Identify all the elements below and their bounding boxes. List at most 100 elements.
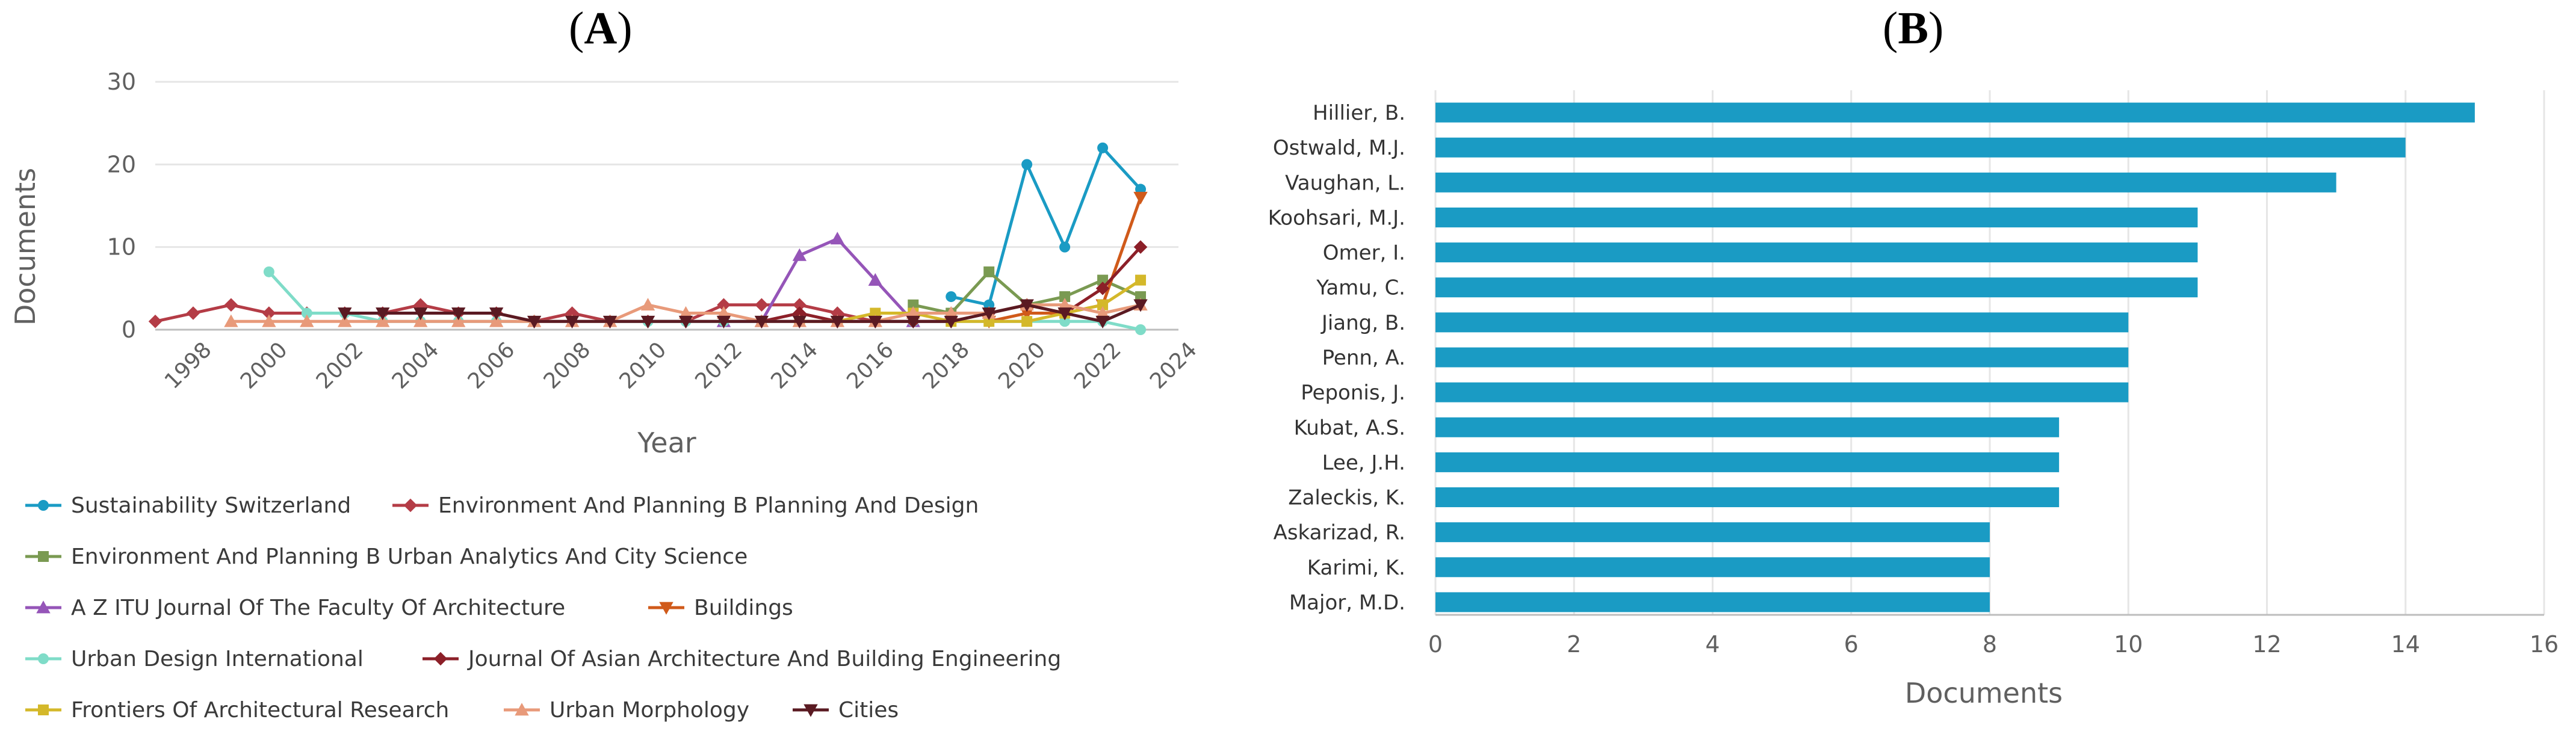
bar-chart-x-tick-label: 2 <box>1567 631 1581 658</box>
legend-swatch-marker <box>433 652 448 666</box>
data-point <box>262 314 276 327</box>
bar-chart-x-tick-labels: 0 2 4 6 8 10 12 14 16 <box>1428 631 2559 658</box>
bar-category-label: Lee, J.H. <box>1322 451 1405 475</box>
data-point <box>1059 241 1071 253</box>
data-point <box>301 307 312 319</box>
data-point <box>906 306 920 319</box>
bar-chart-x-tick-label: 8 <box>1983 631 1997 658</box>
panel-b-label: (B) <box>1883 1 1943 55</box>
data-point <box>754 315 769 328</box>
data-point <box>186 306 200 320</box>
line-chart-x-tick-label: 2002 <box>312 338 368 394</box>
line-chart-series <box>148 142 1148 335</box>
panel-a-label-letter: A <box>584 3 618 54</box>
line-chart-gridlines <box>155 81 1178 331</box>
legend-entry-urban-design-international[interactable]: Urban Design International <box>24 641 364 677</box>
legend-label: Journal Of Asian Architecture And Buildi… <box>468 646 1062 671</box>
legend-entry-buildings[interactable]: Buildings <box>647 590 793 626</box>
data-point <box>148 315 163 328</box>
legend-entry-journal-of-asian-architecture-and-building-engineering[interactable]: Journal Of Asian Architecture And Buildi… <box>421 641 1061 677</box>
bar-category-label: Jiang, B. <box>1321 311 1405 335</box>
line-chart-x-tick-label: 2014 <box>766 338 823 394</box>
legend-label: Environment And Planning B Planning And … <box>438 493 979 518</box>
bar-category-label: Penn, A. <box>1322 346 1405 370</box>
data-point <box>906 315 920 328</box>
bar-chart-x-tick-label: 4 <box>1705 631 1720 658</box>
legend-label: Sustainability Switzerland <box>71 493 351 518</box>
legend-entry-urban-morphology[interactable]: Urban Morphology <box>503 692 749 728</box>
legend-swatch-icon <box>25 653 61 664</box>
legend-entry-environment-and-planning-b-planning-and-design[interactable]: Environment And Planning B Planning And … <box>391 487 979 523</box>
legend-entry-a-z-itu-journal-of-the-faculty-of-architecture[interactable]: A Z ITU Journal Of The Faculty Of Archit… <box>24 590 565 626</box>
legend-label: Urban Morphology <box>550 697 750 723</box>
data-point <box>1133 191 1148 205</box>
legend-swatch-marker <box>38 500 49 511</box>
data-point <box>413 307 428 321</box>
data-point <box>678 306 693 319</box>
data-point <box>1057 307 1072 321</box>
data-point <box>1135 274 1147 286</box>
legend-swatch-icon <box>793 704 829 717</box>
data-point <box>338 307 352 321</box>
line-chart-x-tick-label: 2024 <box>1145 338 1202 394</box>
line-chart-x-tick-labels: 1998 2000 2002 2004 2006 2008 2010 2012 2014 2016… <box>160 338 1202 394</box>
legend-entry-frontiers-of-architectural-research[interactable]: Frontiers Of Architectural Research <box>24 692 449 728</box>
data-point <box>262 306 276 320</box>
legend-swatch-icon <box>25 500 61 511</box>
data-point <box>1020 299 1034 312</box>
line-chart-x-tick-label: 1998 <box>160 338 217 394</box>
data-point <box>602 315 618 328</box>
data-point <box>678 315 693 328</box>
bar-chart-bars <box>1435 102 2475 612</box>
bar-category-label: Omer, I. <box>1323 241 1405 265</box>
bar-askarizad-r <box>1435 522 1990 543</box>
bar-chart-x-tick-label: 12 <box>2252 631 2281 658</box>
series-line <box>950 146 1142 307</box>
data-point <box>451 314 466 327</box>
line-chart-x-tick-label: 2004 <box>388 338 444 394</box>
data-point <box>868 315 882 328</box>
data-point <box>640 298 655 311</box>
panel-a-label-close: ) <box>617 3 633 54</box>
legend-swatch-icon <box>25 600 61 614</box>
data-point <box>489 307 504 321</box>
line-chart-x-tick-label: 2022 <box>1070 338 1126 394</box>
data-point <box>263 266 274 277</box>
line-chart-x-tick-label: 2010 <box>615 338 671 394</box>
bar-jiang-b <box>1435 312 2129 333</box>
bar-vaughan-l <box>1435 172 2336 193</box>
data-point <box>1097 299 1109 310</box>
legend-swatch-icon <box>504 703 540 716</box>
bar-chart-category-labels: Hillier, B. Ostwald, M.J. Vaughan, L. Koohs… <box>1268 101 1405 615</box>
data-point <box>1135 324 1147 335</box>
legend-swatch-icon <box>648 602 684 615</box>
legend-swatch-marker <box>403 498 418 513</box>
panel-b-label-open: ( <box>1883 3 1898 54</box>
data-point <box>716 315 731 328</box>
legend-label: Environment And Planning B Urban Analyti… <box>71 544 748 569</box>
bar-category-label: Hillier, B. <box>1313 101 1405 125</box>
legend-swatch-marker <box>803 704 818 717</box>
legend-entry-sustainability-switzerland[interactable]: Sustainability Switzerland <box>24 487 351 523</box>
data-point <box>1095 315 1110 328</box>
data-point <box>565 315 580 328</box>
data-point <box>1021 316 1033 327</box>
legend-entry-cities[interactable]: Cities <box>791 692 899 728</box>
line-chart-x-tick-label: 2000 <box>236 338 293 394</box>
bar-lee-j-h <box>1435 452 2060 472</box>
legend-entry-environment-and-planning-b-urban-analytics-and-city-science[interactable]: Environment And Planning B Urban Analyti… <box>24 538 748 575</box>
data-point <box>413 314 428 327</box>
data-point <box>944 315 958 328</box>
legend-swatch-marker <box>38 551 49 562</box>
data-point <box>1020 307 1034 321</box>
line-chart-x-tick-label: 2016 <box>842 338 899 394</box>
line-chart-y-tick-label: 30 <box>107 69 136 95</box>
legend-swatch-marker <box>38 704 49 715</box>
data-point <box>489 314 504 327</box>
data-point <box>716 306 731 319</box>
data-point <box>376 307 390 321</box>
panel-a-label: (A) <box>569 1 633 55</box>
data-point <box>527 315 542 328</box>
series-urban-design-international <box>263 266 1147 335</box>
data-point <box>830 315 845 328</box>
